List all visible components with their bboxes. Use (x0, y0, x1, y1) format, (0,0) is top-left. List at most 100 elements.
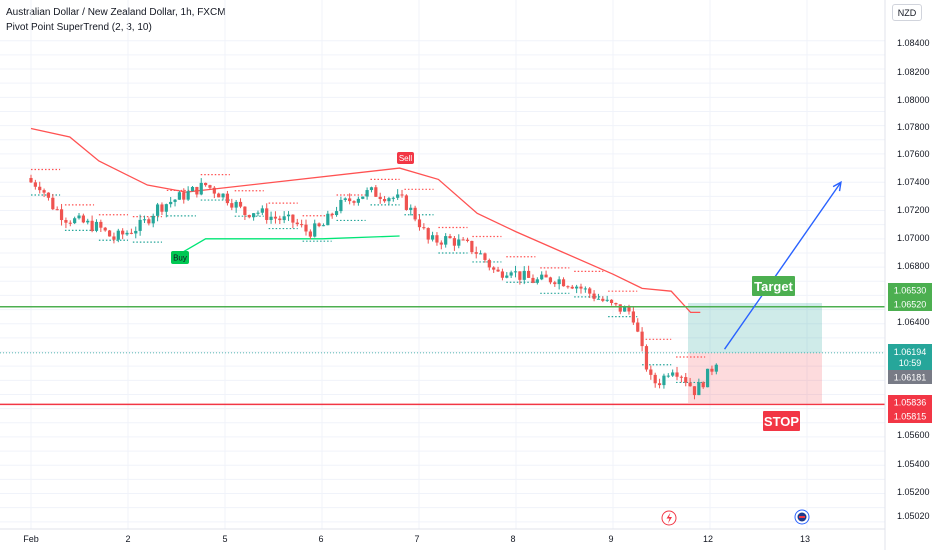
candle-body (644, 346, 649, 370)
candle-body (710, 368, 714, 372)
buy-signal-text: Buy (173, 254, 187, 263)
candle-body (348, 198, 352, 202)
lightning-icon[interactable] (661, 510, 677, 526)
candle-body (513, 271, 518, 273)
candle-body (208, 185, 212, 188)
candle-body (570, 286, 574, 289)
price-tag-target-2: 1.06520 (888, 297, 932, 311)
candle-body (269, 216, 273, 220)
candle-body (575, 286, 579, 289)
candle-body (666, 375, 670, 377)
target-label[interactable]: Target (752, 276, 795, 296)
candle-body (509, 272, 513, 276)
candle-body (387, 198, 391, 202)
price-tick: 1.05600 (897, 430, 930, 440)
candle-body (527, 270, 531, 278)
supertrend-dashes (31, 168, 706, 384)
price-tag-text: 1.06194 (894, 347, 927, 357)
grid (0, 0, 885, 529)
candle-body (356, 198, 360, 203)
candle-body (164, 204, 168, 212)
candle-body (705, 368, 710, 388)
candle-body (308, 231, 312, 237)
candle-body (636, 322, 640, 332)
price-tick: 1.06800 (897, 261, 930, 271)
candle-body (430, 235, 435, 240)
candle-body (404, 195, 408, 210)
candle-body (42, 190, 46, 193)
candle-body (321, 225, 326, 227)
candle-body (671, 372, 675, 376)
time-tick: 13 (800, 534, 810, 544)
candle-body (195, 186, 199, 195)
candle-body (544, 274, 548, 278)
candle-body (588, 288, 592, 294)
candle-body (155, 204, 160, 216)
currency-selector[interactable]: NZD (892, 4, 922, 21)
time-tick: 12 (703, 534, 713, 544)
time-tick: 2 (125, 534, 130, 544)
flag-event-icon[interactable] (794, 509, 810, 525)
price-tick: 1.05020 (897, 511, 930, 521)
candle-body (457, 239, 461, 246)
candle-body (33, 182, 37, 187)
price-axis[interactable]: 1.08400 1.08200 1.08000 1.07800 1.07600 … (897, 38, 930, 521)
candle-body (500, 271, 505, 278)
time-tick: 7 (414, 534, 419, 544)
candle-body (343, 198, 347, 200)
candle-body (714, 364, 718, 372)
countdown-text: 10:59 (899, 358, 922, 368)
price-tick: 1.06400 (897, 317, 930, 327)
candle-body (125, 232, 129, 235)
candle-body (692, 386, 697, 396)
supertrend-down-line (30, 127, 701, 314)
projection-arrow[interactable] (723, 181, 842, 350)
price-tick: 1.08000 (897, 95, 930, 105)
candle-body (465, 239, 470, 241)
candle-body (592, 293, 596, 299)
time-axis[interactable]: Feb 2 5 6 7 8 9 12 13 (23, 534, 810, 544)
price-tick: 1.07200 (897, 205, 930, 215)
candle-body (286, 214, 291, 217)
candle-body (73, 218, 77, 224)
candle-body (662, 375, 666, 386)
price-tag-current: 1.06194 10:59 (888, 344, 932, 370)
candle-body (90, 220, 94, 231)
candle-body (548, 277, 553, 283)
indicator-legend[interactable]: Pivot Point SuperTrend (2, 3, 10) (6, 22, 152, 33)
candle-body (352, 201, 356, 203)
candle-body (679, 376, 683, 378)
sell-signal-text: Sell (399, 154, 413, 163)
candle-body (461, 239, 465, 241)
candle-body (413, 207, 417, 220)
candle-body (339, 199, 343, 212)
candle-body (657, 383, 662, 386)
candle-body (369, 187, 374, 191)
supertrend-up-line (181, 235, 400, 254)
candle-body (129, 232, 133, 234)
candle-body (260, 208, 264, 213)
candle-body (583, 288, 587, 290)
candle-body (291, 214, 295, 223)
candle-body (151, 215, 155, 224)
candle-body (627, 307, 631, 312)
price-tick: 1.08200 (897, 67, 930, 77)
time-tick: 5 (222, 534, 227, 544)
candle-body (649, 369, 653, 375)
candle-body (86, 220, 90, 223)
price-tick: 1.08400 (897, 38, 930, 48)
chart-title: Australian Dollar / New Zealand Dollar, … (6, 7, 226, 18)
candle-body (81, 215, 85, 223)
candle-body (614, 302, 618, 305)
stop-label[interactable]: STOP (763, 411, 800, 431)
stop-label-text: STOP (764, 414, 799, 429)
time-tick: 6 (318, 534, 323, 544)
projection-arrow-head (832, 180, 842, 192)
time-tick: 9 (608, 534, 613, 544)
candle-body (391, 197, 395, 199)
candle-body (483, 253, 487, 260)
price-tag-text: 1.06530 (894, 286, 927, 296)
candle-body (103, 227, 107, 231)
candle-body (374, 187, 378, 197)
